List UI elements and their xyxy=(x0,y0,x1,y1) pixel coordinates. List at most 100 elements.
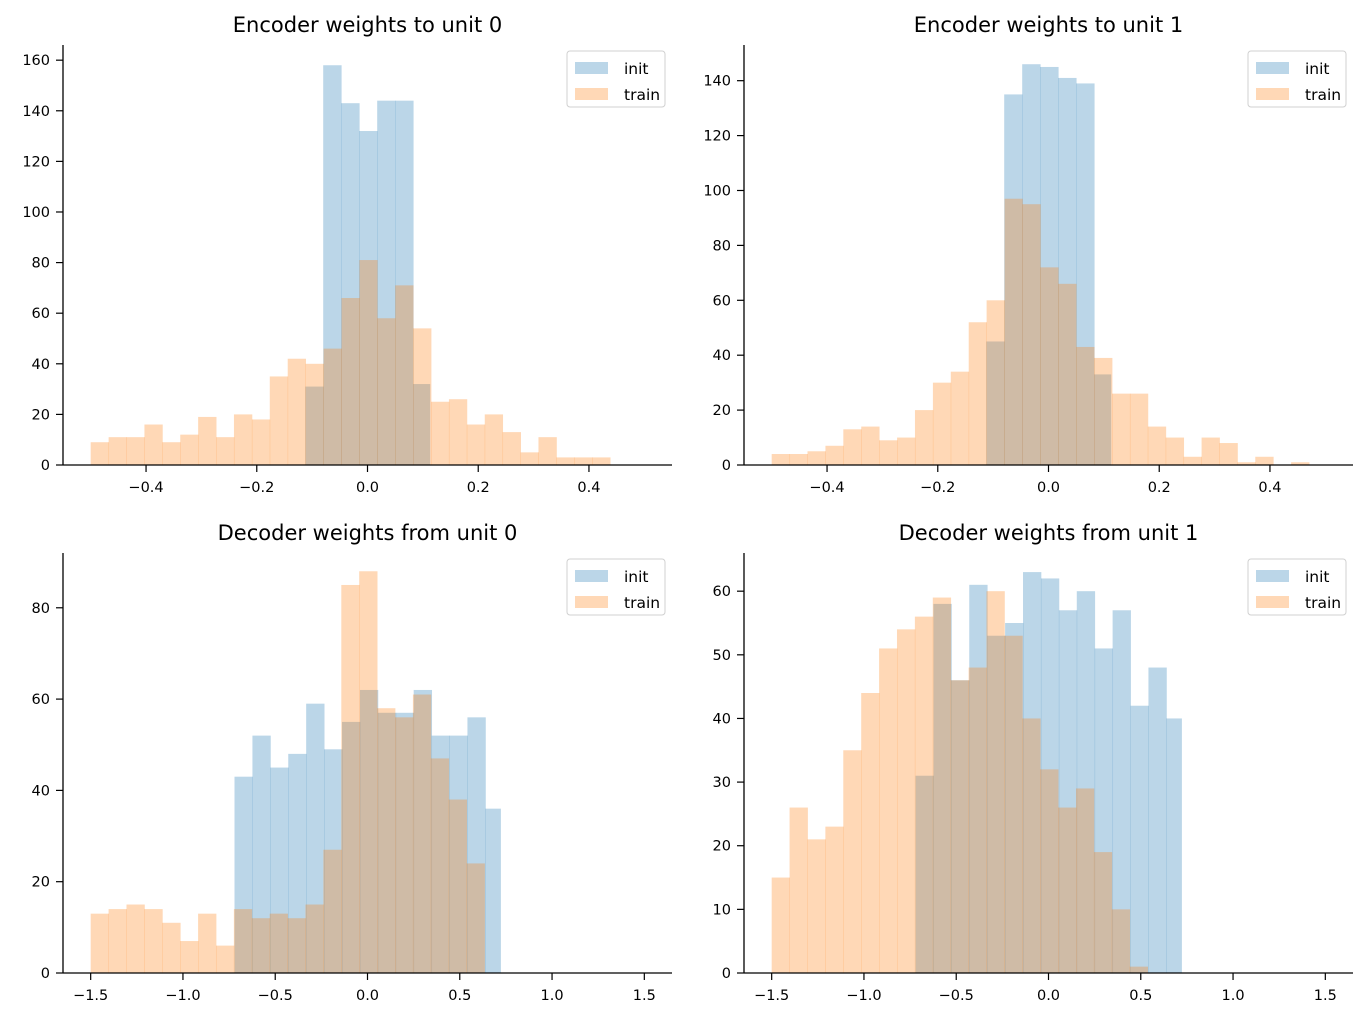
series-init xyxy=(986,64,1112,466)
bar-train-7 xyxy=(216,437,235,465)
x-tick-label: 0.0 xyxy=(356,480,379,496)
legend-swatch-init xyxy=(1256,570,1289,582)
legend-swatch-train xyxy=(1256,88,1289,100)
x-tick-label: 1.5 xyxy=(633,988,656,1004)
bar-train-6 xyxy=(879,648,898,973)
chart-title: Decoder weights from unit 0 xyxy=(218,521,518,545)
bar-train-20 xyxy=(448,799,468,973)
bar-train-19 xyxy=(431,401,450,465)
bar-train-8 xyxy=(914,616,934,973)
x-tick-label: 0.0 xyxy=(356,988,379,1004)
bar-train-13 xyxy=(1004,635,1023,973)
legend: init train xyxy=(1247,558,1347,616)
bar-init-5 xyxy=(324,749,343,973)
bar-init-2 xyxy=(1022,64,1041,465)
bar-train-7 xyxy=(215,945,235,973)
bar-train-15 xyxy=(1040,769,1059,973)
bar-train-3 xyxy=(825,445,844,465)
bar-init-10 xyxy=(1094,648,1114,973)
bar-init-8 xyxy=(377,712,397,973)
bar-train-16 xyxy=(377,708,396,973)
bar-train-27 xyxy=(574,457,593,465)
y-tick-label: 100 xyxy=(703,183,731,199)
bar-train-24 xyxy=(520,452,539,465)
chart-panel-0: −0.4 −0.2 0.0 0.2 0.4 0 20 40 60 80 100 120 140 160 En… xyxy=(22,13,672,496)
legend-label-init: init xyxy=(1305,568,1330,586)
legend-box xyxy=(1247,558,1347,616)
bar-init-4 xyxy=(306,703,325,973)
x-tick-label: 0.0 xyxy=(1037,480,1060,496)
bar-train-19 xyxy=(430,758,450,973)
x-tick-label: 0.4 xyxy=(1258,480,1281,496)
bar-train-3 xyxy=(144,909,163,973)
bar-init-4 xyxy=(377,100,396,465)
bar-train-13 xyxy=(1004,198,1023,465)
bar-init-4 xyxy=(1058,77,1077,466)
chart-panel-3: −1.5 −1.0 −0.5 0.0 0.5 1.0 1.5 0 10 20 30 40 50 60 Dec… xyxy=(713,521,1353,1004)
bar-train-17 xyxy=(395,285,414,465)
bar-init-10 xyxy=(413,689,433,973)
bar-init-13 xyxy=(467,717,486,973)
bar-init-12 xyxy=(449,735,468,973)
y-tick-label: 80 xyxy=(32,256,50,272)
bar-init-4 xyxy=(987,635,1006,973)
x-tick-label: −0.4 xyxy=(809,480,844,496)
bar-train-25 xyxy=(1219,443,1238,465)
bar-init-1 xyxy=(323,65,342,465)
bar-train-14 xyxy=(341,584,360,973)
bar-train-1 xyxy=(108,909,127,973)
bar-train-11 xyxy=(968,322,988,465)
y-tick-label: 20 xyxy=(32,407,50,423)
x-tick-label: −1.0 xyxy=(846,988,881,1004)
bar-train-27 xyxy=(1255,456,1274,465)
bar-init-12 xyxy=(1130,705,1149,973)
bar-train-15 xyxy=(1040,267,1059,465)
x-tick-label: −1.5 xyxy=(754,988,789,1004)
bar-init-5 xyxy=(395,100,414,465)
bar-train-29 xyxy=(1291,462,1310,465)
bar-train-7 xyxy=(897,437,916,465)
y-tick-label: 40 xyxy=(32,357,50,373)
bar-init-6 xyxy=(342,721,361,973)
x-tick-label: −0.4 xyxy=(128,480,163,496)
bar-train-28 xyxy=(592,457,611,465)
bar-init-9 xyxy=(1076,591,1096,973)
bar-train-6 xyxy=(879,440,898,465)
bar-train-2 xyxy=(807,451,826,465)
bar-train-10 xyxy=(950,680,969,973)
bar-train-17 xyxy=(394,717,414,973)
bar-init-7 xyxy=(1040,578,1060,973)
bar-train-14 xyxy=(1022,718,1041,973)
bar-train-21 xyxy=(1147,426,1167,465)
legend-swatch-init xyxy=(1256,62,1289,74)
bar-train-3 xyxy=(825,826,844,973)
bar-init-0 xyxy=(234,776,253,973)
bar-train-8 xyxy=(914,410,934,465)
bar-train-5 xyxy=(180,941,199,973)
bar-train-21 xyxy=(466,863,485,973)
y-tick-label: 100 xyxy=(22,205,50,221)
legend-label-train: train xyxy=(624,594,660,612)
bar-init-6 xyxy=(1094,374,1112,465)
y-tick-label: 40 xyxy=(32,783,50,799)
legend-swatch-init xyxy=(575,570,608,582)
bar-init-3 xyxy=(359,131,378,465)
bar-train-1 xyxy=(108,437,127,465)
legend: init train xyxy=(566,50,666,108)
series-train xyxy=(771,198,1310,465)
legend: init train xyxy=(566,558,666,616)
bar-train-5 xyxy=(861,426,880,465)
bar-train-4 xyxy=(162,442,181,465)
bar-train-12 xyxy=(986,591,1005,973)
y-tick-label: 140 xyxy=(22,104,50,120)
y-tick-label: 60 xyxy=(713,584,731,600)
bar-train-4 xyxy=(843,750,862,973)
bar-train-12 xyxy=(305,363,324,465)
y-tick-label: 60 xyxy=(32,692,50,708)
bar-train-12 xyxy=(305,904,324,973)
bar-init-0 xyxy=(305,386,324,465)
bar-train-0 xyxy=(90,913,109,973)
legend-box xyxy=(566,50,666,108)
bar-train-22 xyxy=(484,414,504,465)
bar-train-11 xyxy=(287,918,306,973)
